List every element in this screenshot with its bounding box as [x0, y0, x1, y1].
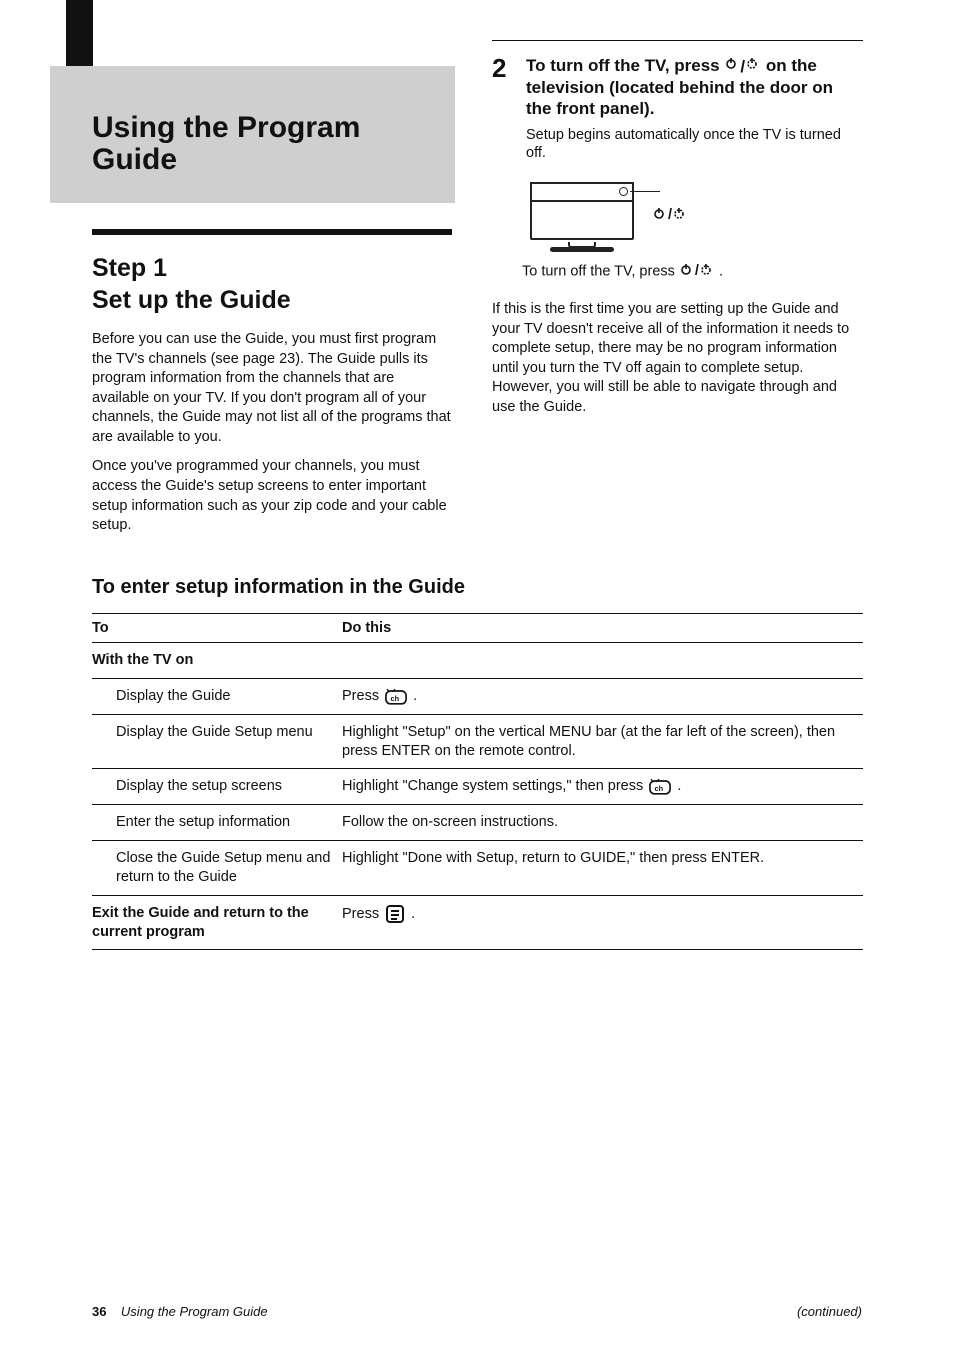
- tv-diagram: [522, 176, 642, 256]
- table-row: Enter the setup information Follow the o…: [92, 805, 863, 841]
- row2-before: Highlight "Change system settings," then…: [342, 778, 647, 794]
- page-footer-left: 36 Using the Program Guide: [92, 1304, 268, 1319]
- table-group-header-empty: [342, 651, 863, 670]
- setup-note: If this is the first time you are settin…: [492, 300, 863, 417]
- turnoff-after: .: [719, 264, 723, 280]
- page-footer-right: (continued): [797, 1304, 862, 1319]
- row0-after: .: [413, 688, 417, 704]
- table-cell-do: Highlight "Setup" on the vertical MENU b…: [342, 723, 863, 761]
- final-before: Press: [342, 906, 383, 922]
- right-column-divider: [492, 40, 863, 41]
- power-icon-callout: /: [654, 206, 686, 226]
- table-row: Close the Guide Setup menu and return to…: [92, 841, 863, 896]
- step1-body: Before you can use the Guide, you must f…: [92, 330, 452, 536]
- final-after: .: [411, 906, 415, 922]
- page-number: 36: [92, 1304, 106, 1319]
- table-cell-to: Close the Guide Setup menu and return to…: [92, 849, 342, 887]
- document-page: Using the Program Guide Step 1 Set up th…: [0, 0, 954, 1351]
- table-row: Display the Guide Press ch .: [92, 679, 863, 715]
- setup-table-section: To enter setup information in the Guide …: [92, 576, 863, 950]
- right-column: 2 To turn off the TV, press / on the tel…: [492, 40, 863, 417]
- svg-text:ch: ch: [391, 694, 400, 703]
- row2-after: .: [677, 778, 681, 794]
- step2-subtext: Setup begins automatically once the TV i…: [526, 126, 863, 162]
- page-title-line1: Using the Program: [92, 112, 437, 144]
- table-cell-to: Display the Guide Setup menu: [92, 723, 342, 761]
- step2-number: 2: [492, 55, 516, 162]
- table-row: Display the Guide Setup menu Highlight "…: [92, 715, 863, 770]
- title-underline: [92, 229, 452, 235]
- step1-paragraph-2: Once you've programmed your channels, yo…: [92, 457, 452, 535]
- table-header-dothis: Do this: [342, 620, 863, 636]
- table-title: To enter setup information in the Guide: [92, 576, 863, 599]
- step1-label: Step 1: [92, 254, 167, 283]
- step1-subtitle: Set up the Guide: [92, 286, 291, 315]
- table-cell-do: Highlight "Change system settings," then…: [342, 777, 863, 796]
- page-title-line2: Guide: [92, 144, 437, 176]
- tv-base: [550, 247, 614, 252]
- power-icon: /: [726, 56, 759, 77]
- table-cell-to: Display the Guide: [92, 687, 342, 706]
- table-cell-do-final: Press .: [342, 904, 863, 942]
- table-header-row: To Do this: [92, 613, 863, 643]
- page-title-block: Using the Program Guide: [50, 66, 455, 203]
- table-row-final: Exit the Guide and return to the current…: [92, 896, 863, 951]
- table-row: Display the setup screens Highlight "Cha…: [92, 769, 863, 805]
- table-cell-do: Highlight "Done with Setup, return to GU…: [342, 849, 863, 887]
- category-icon: [385, 904, 405, 924]
- turn-off-line: To turn off the TV, press / .: [492, 262, 863, 282]
- section-tab: [66, 0, 93, 66]
- table-cell-do: Press ch .: [342, 687, 863, 706]
- table-group-header-row: With the TV on: [92, 643, 863, 679]
- tv-callout-line: [630, 191, 660, 193]
- ch-icon: ch: [385, 688, 407, 705]
- footer-section: Using the Program Guide: [121, 1304, 268, 1319]
- table-cell-to: Enter the setup information: [92, 813, 342, 832]
- ch-icon: ch: [649, 778, 671, 795]
- step1-paragraph-1: Before you can use the Guide, you must f…: [92, 330, 452, 447]
- step2-instruction: To turn off the TV, press / on the telev…: [526, 55, 863, 162]
- step2-row: 2 To turn off the TV, press / on the tel…: [492, 55, 863, 162]
- table-cell-to: Display the setup screens: [92, 777, 342, 796]
- tv-diagram-row: /: [522, 176, 863, 256]
- svg-text:ch: ch: [655, 784, 664, 793]
- power-icon-inline: /: [681, 262, 713, 282]
- table-header-to: To: [92, 620, 342, 636]
- turnoff-before: To turn off the TV, press: [522, 264, 679, 280]
- table-cell-do: Follow the on-screen instructions.: [342, 813, 863, 832]
- row0-before: Press: [342, 688, 383, 704]
- step2-text-before: To turn off the TV, press: [526, 56, 724, 75]
- tv-power-button: [619, 187, 628, 196]
- table-cell-to-final: Exit the Guide and return to the current…: [92, 904, 342, 942]
- table-group-header: With the TV on: [92, 651, 342, 670]
